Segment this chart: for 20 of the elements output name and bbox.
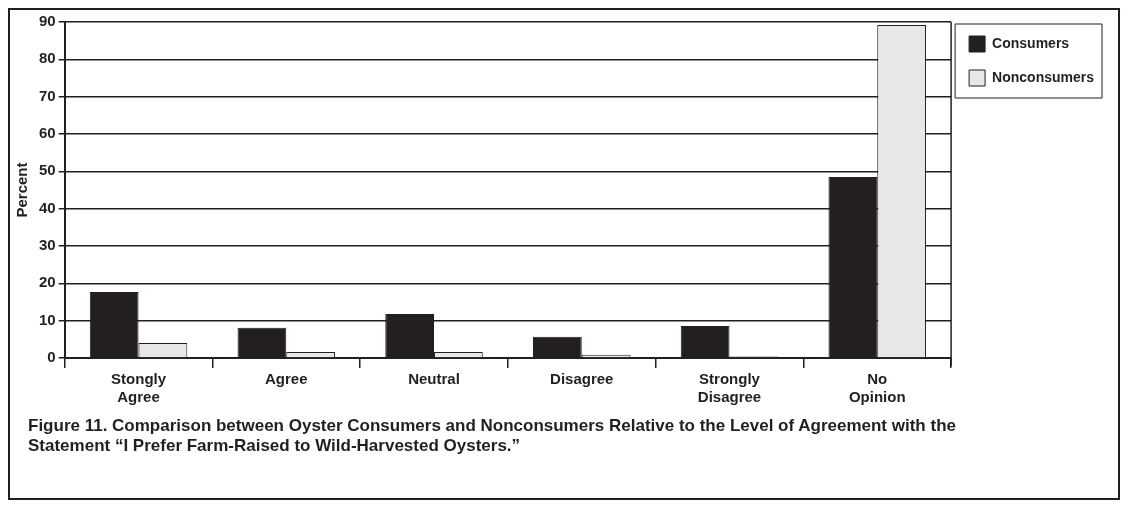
y-tick-label: 80	[39, 49, 56, 67]
y-tick-label: 60	[39, 124, 56, 142]
x-tick-label: Agree	[265, 370, 308, 388]
y-tick-label: 90	[39, 12, 56, 30]
y-tick-label: 20	[39, 273, 56, 291]
legend-label: Consumers	[992, 34, 1070, 51]
x-tick-label: Disagree	[550, 370, 614, 388]
y-tick-label: 30	[39, 236, 56, 254]
x-tick-label: Neutral	[408, 370, 460, 388]
y-tick-label: 70	[39, 86, 56, 104]
legend-label: Nonconsumers	[992, 68, 1095, 85]
y-tick-label: 50	[39, 161, 56, 179]
y-tick-label: 10	[39, 310, 56, 328]
caption: Figure 11. Comparison between Oyster Consumers and Nonconsumers Relative to the Level of Agreement with the Statement “I Prefer Farm-Raised to Wild-Harvested Oysters.”	[27, 415, 957, 456]
x-tick-label: Stongly Agree	[111, 370, 167, 406]
y-tick-label: 0	[47, 348, 56, 366]
x-tick-label: Strongly Disagree	[697, 370, 762, 406]
y-axis-title: Percent	[13, 162, 31, 218]
x-tick-label: No Opinion	[848, 370, 906, 406]
y-tick-label: 40	[39, 198, 56, 216]
